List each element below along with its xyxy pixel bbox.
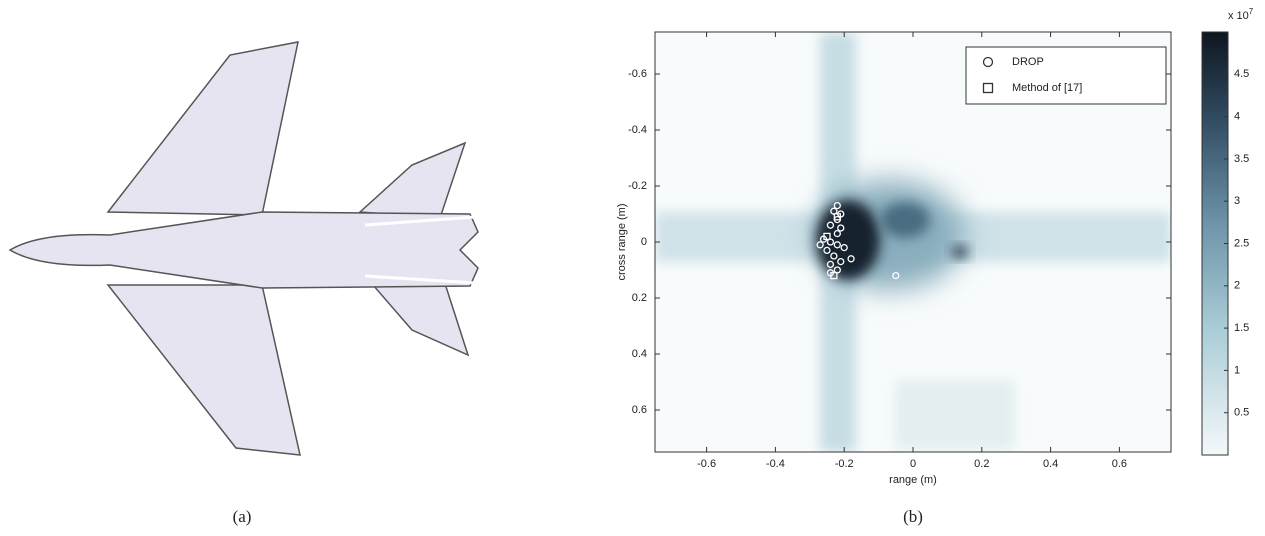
colorbar-tick-label: 2 <box>1234 280 1240 292</box>
colorbar-tick-label: 1.5 <box>1234 322 1249 334</box>
x-tick-label: -0.4 <box>766 458 785 470</box>
colorbar-tick-label: 4 <box>1234 111 1240 123</box>
colorbar-tick-label: 0.5 <box>1234 407 1249 419</box>
colorbar-tick-label: 3.5 <box>1234 153 1249 165</box>
x-tick-label: 0.4 <box>1043 458 1058 470</box>
y-tick-label: 0.4 <box>632 348 647 360</box>
y-tick-label: -0.2 <box>628 180 647 192</box>
colorbar-tick-label: 1 <box>1234 364 1240 376</box>
colorbar-tick-label: 3 <box>1234 195 1240 207</box>
x-tick-label: 0.6 <box>1112 458 1127 470</box>
y-tick-label: 0.2 <box>632 292 647 304</box>
x-tick-label: 0.2 <box>974 458 989 470</box>
x-tick-label: 0 <box>910 458 916 470</box>
caption: (a) <box>233 507 252 526</box>
colorbar-exponent: 7 <box>1249 7 1254 16</box>
colorbar-multiplier: x 10 <box>1228 10 1249 22</box>
colorbar-tick-label: 4.5 <box>1234 68 1249 80</box>
x-tick-label: -0.6 <box>697 458 716 470</box>
legend-label: Method of [17] <box>1012 82 1082 94</box>
aircraft <box>10 42 478 455</box>
legend: DROP Method of [17] <box>966 47 1166 104</box>
y-tick-label: 0 <box>641 236 647 248</box>
caption: (b) <box>903 507 923 526</box>
y-tick-label: -0.6 <box>628 68 647 80</box>
y-tick-label: 0.6 <box>632 404 647 416</box>
y-axis-label: cross range (m) <box>616 203 628 280</box>
colorbar-tick-label: 2.5 <box>1234 237 1249 249</box>
colorbar-label: x 107 <box>1228 7 1254 22</box>
x-tick-label: -0.2 <box>835 458 854 470</box>
y-tick-label: -0.4 <box>628 124 647 136</box>
legend-label: DROP <box>1012 56 1044 68</box>
figure: (a) (b) range (m) cross range (m) DROP Me… <box>0 0 1265 531</box>
x-axis-label: range (m) <box>889 474 937 486</box>
